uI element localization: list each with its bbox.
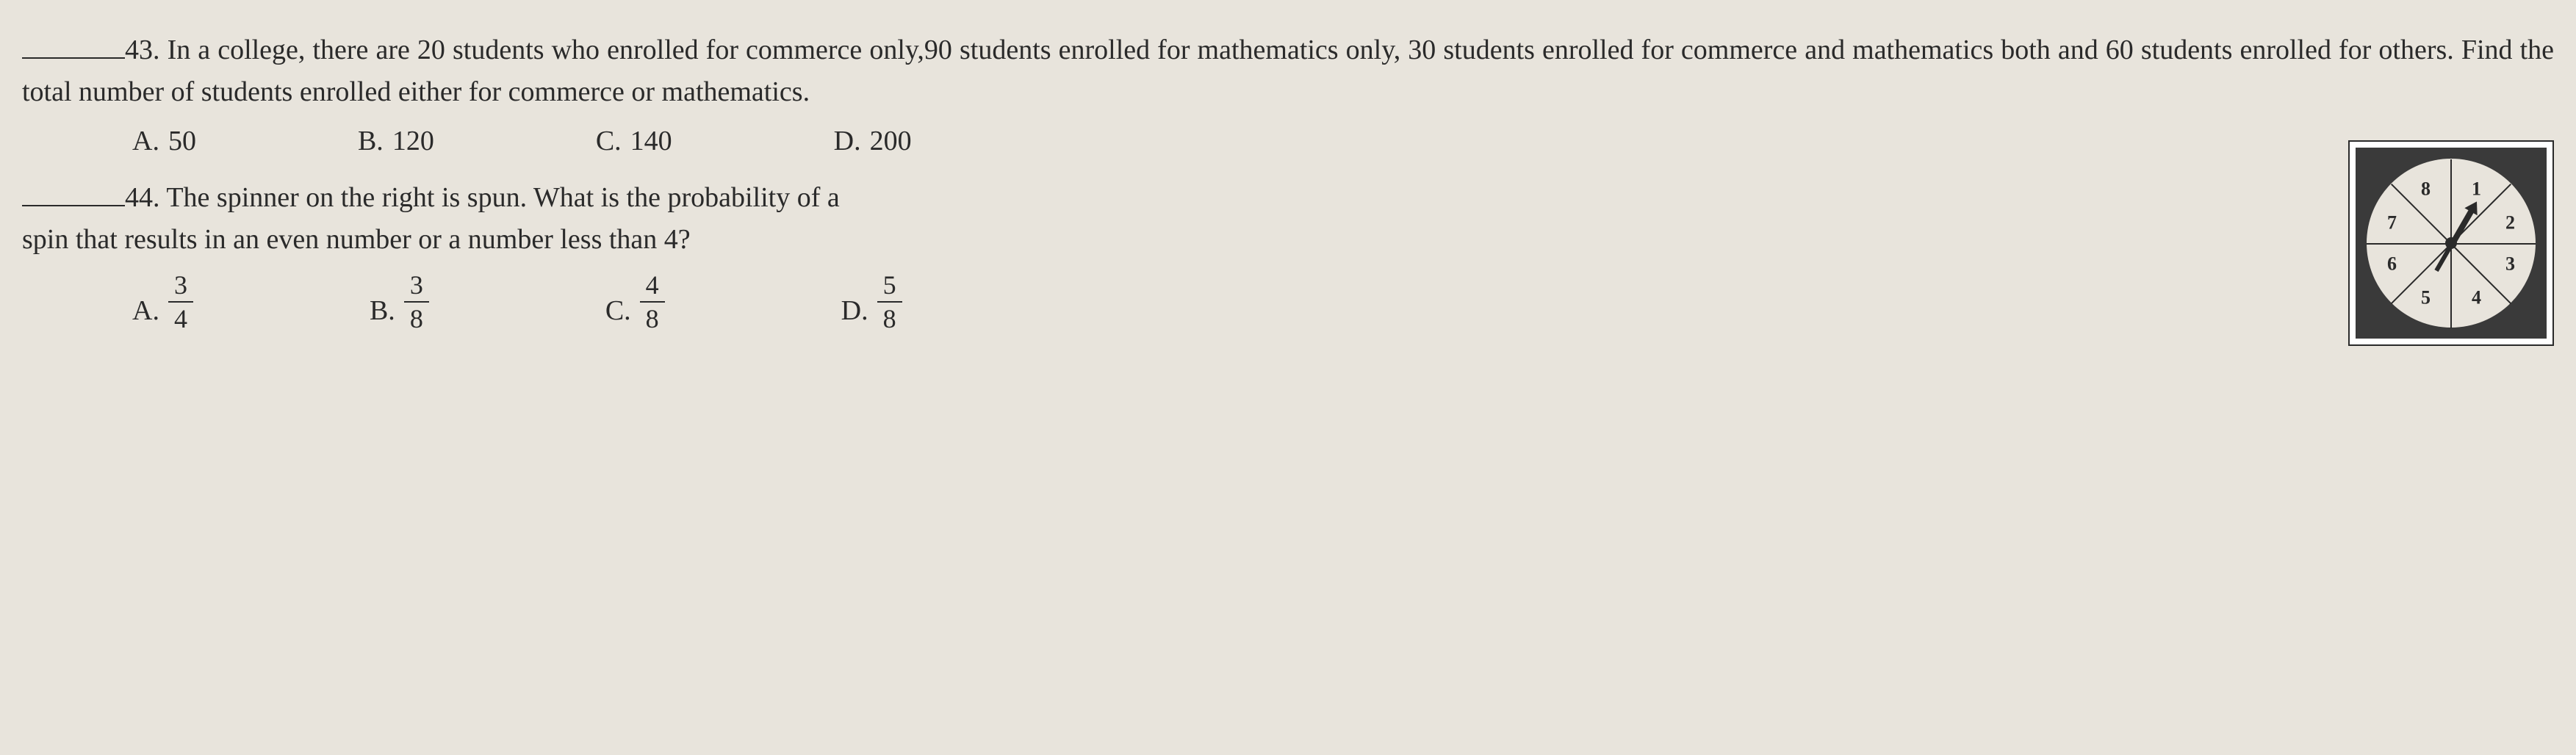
q44-line2: spin that results in an even number or a… bbox=[22, 219, 2334, 261]
q44-option-d: D. 5 8 bbox=[841, 272, 902, 332]
fraction: 5 8 bbox=[877, 272, 902, 332]
q44-option-b: B. 3 8 bbox=[370, 272, 429, 332]
fraction: 4 8 bbox=[640, 272, 665, 332]
spinner-number: 8 bbox=[2421, 175, 2431, 203]
spinner-divider bbox=[2450, 244, 2452, 328]
q43-option-c: C. 140 bbox=[596, 120, 672, 162]
fraction-den: 8 bbox=[404, 301, 429, 332]
question-43: 43. In a college, there are 20 students … bbox=[22, 29, 2554, 162]
question-44: 44. The spinner on the right is spun. Wh… bbox=[22, 177, 2554, 346]
q43-options: A. 50 B. 120 C. 140 D. 200 bbox=[22, 120, 2554, 162]
spinner-number: 3 bbox=[2505, 249, 2515, 278]
spinner-diagram: 1 2 3 4 5 6 7 8 bbox=[2348, 140, 2554, 346]
spinner-circle: 1 2 3 4 5 6 7 8 bbox=[2367, 159, 2536, 328]
fraction: 3 8 bbox=[404, 272, 429, 332]
option-label: A. bbox=[132, 120, 159, 162]
q44-option-a: A. 3 4 bbox=[132, 272, 193, 332]
option-value: 50 bbox=[168, 120, 196, 162]
q44-line1: 44. The spinner on the right is spun. Wh… bbox=[22, 177, 2334, 219]
q44-number: 44. bbox=[125, 182, 160, 213]
option-label: A. bbox=[132, 290, 159, 332]
option-value: 120 bbox=[392, 120, 434, 162]
q44-body-line1: The spinner on the right is spun. What i… bbox=[166, 182, 839, 213]
q43-number: 43. bbox=[125, 35, 160, 65]
option-label: C. bbox=[605, 290, 631, 332]
fraction-den: 8 bbox=[640, 301, 665, 332]
fraction-num: 5 bbox=[877, 272, 902, 301]
q43-option-a: A. 50 bbox=[132, 120, 196, 162]
answer-blank-43 bbox=[22, 57, 125, 59]
spinner-number: 6 bbox=[2387, 249, 2397, 278]
answer-blank-44 bbox=[22, 205, 125, 206]
spinner-number: 2 bbox=[2505, 209, 2515, 237]
option-label: B. bbox=[358, 120, 384, 162]
spinner-number: 5 bbox=[2421, 283, 2431, 311]
option-label: C. bbox=[596, 120, 622, 162]
spinner-divider bbox=[2450, 159, 2452, 244]
q43-option-b: B. 120 bbox=[358, 120, 434, 162]
fraction-den: 8 bbox=[877, 301, 902, 332]
q44-options: A. 3 4 B. 3 8 C. 4 8 bbox=[22, 272, 2334, 332]
spinner-center-dot bbox=[2445, 237, 2457, 249]
spinner-number: 7 bbox=[2387, 209, 2397, 237]
spinner-divider bbox=[2367, 243, 2451, 245]
q43-body: In a college, there are 20 students who … bbox=[22, 35, 2554, 107]
spinner-divider bbox=[2451, 243, 2536, 245]
q43-option-d: D. 200 bbox=[834, 120, 912, 162]
spinner-number: 4 bbox=[2472, 283, 2481, 311]
fraction: 3 4 bbox=[168, 272, 193, 332]
option-value: 140 bbox=[630, 120, 672, 162]
q43-text: 43. In a college, there are 20 students … bbox=[22, 29, 2554, 113]
fraction-num: 4 bbox=[640, 272, 665, 301]
option-label: D. bbox=[841, 290, 868, 332]
option-label: D. bbox=[834, 120, 861, 162]
q44-option-c: C. 4 8 bbox=[605, 272, 665, 332]
fraction-den: 4 bbox=[168, 301, 193, 332]
option-label: B. bbox=[370, 290, 395, 332]
option-value: 200 bbox=[870, 120, 912, 162]
q44-text-block: 44. The spinner on the right is spun. Wh… bbox=[22, 177, 2334, 332]
fraction-num: 3 bbox=[168, 272, 193, 301]
spinner-background: 1 2 3 4 5 6 7 8 bbox=[2356, 148, 2547, 339]
fraction-num: 3 bbox=[404, 272, 429, 301]
